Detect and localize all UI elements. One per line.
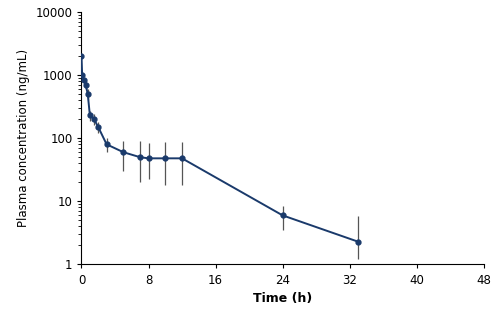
X-axis label: Time (h): Time (h) bbox=[253, 292, 312, 305]
Y-axis label: Plasma concentration (ng/mL): Plasma concentration (ng/mL) bbox=[17, 49, 30, 227]
